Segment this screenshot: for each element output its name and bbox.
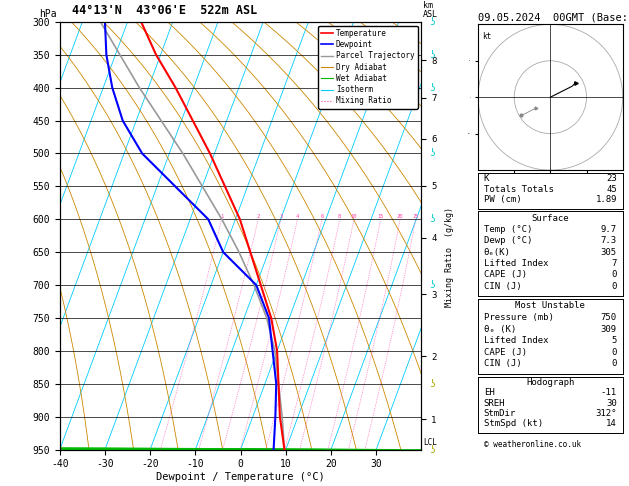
Text: 2: 2 [257,214,260,219]
Text: Surface: Surface [532,214,569,223]
Text: 750: 750 [601,313,617,322]
Text: 0: 0 [611,347,617,357]
Text: θₑ (K): θₑ (K) [484,325,516,333]
Text: 14: 14 [606,419,617,428]
Text: 25: 25 [413,214,419,219]
Text: Hodograph: Hodograph [526,378,574,387]
Text: 1: 1 [220,214,223,219]
Text: K: K [484,174,489,183]
Text: 5: 5 [611,336,617,345]
Text: ʖ: ʖ [429,50,435,60]
Text: θₑ(K): θₑ(K) [484,248,511,257]
Text: Lifted Index: Lifted Index [484,259,548,268]
Text: ʖ: ʖ [429,379,435,389]
Text: Pressure (mb): Pressure (mb) [484,313,554,322]
Text: hPa: hPa [39,9,57,19]
Text: 20: 20 [397,214,403,219]
Text: StmDir: StmDir [484,409,516,418]
Text: 45: 45 [606,185,617,194]
Text: -11: -11 [601,388,617,398]
Text: 9.7: 9.7 [601,225,617,234]
Text: Totals Totals: Totals Totals [484,185,554,194]
Text: ʖ: ʖ [429,148,435,158]
Text: 0: 0 [611,359,617,368]
Text: Lifted Index: Lifted Index [484,336,548,345]
Text: Temp (°C): Temp (°C) [484,225,532,234]
Text: 44°13'N  43°06'E  522m ASL: 44°13'N 43°06'E 522m ASL [72,4,258,17]
Text: LCL: LCL [424,438,438,448]
Text: 10: 10 [351,214,357,219]
X-axis label: Dewpoint / Temperature (°C): Dewpoint / Temperature (°C) [156,472,325,482]
Text: Dewp (°C): Dewp (°C) [484,236,532,245]
Text: 7.3: 7.3 [601,236,617,245]
Text: CIN (J): CIN (J) [484,282,521,291]
Text: 6: 6 [320,214,323,219]
Text: 4: 4 [296,214,299,219]
Text: ʖ: ʖ [429,445,435,454]
Text: © weatheronline.co.uk: © weatheronline.co.uk [484,440,581,449]
Text: CIN (J): CIN (J) [484,359,521,368]
Text: 7: 7 [611,259,617,268]
Text: 312°: 312° [596,409,617,418]
Text: 0: 0 [611,270,617,279]
Text: ʖ: ʖ [429,280,435,290]
Legend: Temperature, Dewpoint, Parcel Trajectory, Dry Adiabat, Wet Adiabat, Isotherm, Mi: Temperature, Dewpoint, Parcel Trajectory… [318,26,418,108]
Text: SREH: SREH [484,399,505,408]
Text: 09.05.2024  00GMT (Base: 00): 09.05.2024 00GMT (Base: 00) [478,12,629,22]
Text: 309: 309 [601,325,617,333]
Text: CAPE (J): CAPE (J) [484,347,527,357]
Text: ʖ: ʖ [429,214,435,224]
Text: 305: 305 [601,248,617,257]
Text: Mixing Ratio  (g/kg): Mixing Ratio (g/kg) [445,207,454,307]
Text: 8: 8 [338,214,342,219]
Text: 23: 23 [606,174,617,183]
Text: 1.89: 1.89 [596,195,617,204]
Text: ʖ: ʖ [429,83,435,93]
Text: StmSpd (kt): StmSpd (kt) [484,419,543,428]
Text: 15: 15 [377,214,384,219]
Text: 30: 30 [606,399,617,408]
Text: CAPE (J): CAPE (J) [484,270,527,279]
Text: PW (cm): PW (cm) [484,195,521,204]
Text: EH: EH [484,388,494,398]
Text: 0: 0 [611,282,617,291]
Text: kt: kt [482,32,491,41]
Text: Most Unstable: Most Unstable [515,301,586,311]
Text: km
ASL: km ASL [423,1,438,19]
Text: 3: 3 [279,214,282,219]
Text: ʖ: ʖ [429,17,435,27]
